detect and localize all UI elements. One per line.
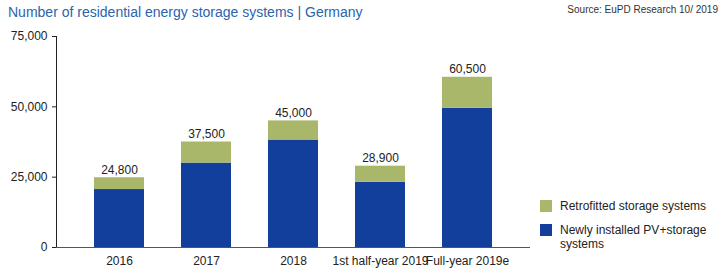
html-text:Source: EuPD Research 10/ 2019: Source: EuPD Research 10/ 2019	[567, 4, 718, 15]
html-text:Retrofitted storage systems: Retrofitted storage systems	[560, 199, 707, 213]
svg-text:37,500: 37,500	[188, 127, 225, 141]
svg-text:45,000: 45,000	[275, 106, 312, 120]
svg-text:Full-year 2019e: Full-year 2019e	[426, 254, 510, 268]
svg-text:50,000: 50,000	[11, 100, 48, 114]
svg-text:28,900: 28,900	[362, 151, 399, 165]
svg-text:25,000: 25,000	[11, 170, 48, 184]
svg-text:24,800: 24,800	[101, 163, 138, 177]
svg-text:75,000: 75,000	[11, 29, 48, 43]
svg-text:2017: 2017	[193, 254, 220, 268]
svg-text:0: 0	[41, 240, 48, 254]
svg-text:60,500: 60,500	[449, 62, 486, 76]
svg-text:2018: 2018	[280, 254, 307, 268]
svg-text:1st half-year 2019: 1st half-year 2019	[332, 254, 428, 268]
html-text:Number of residential energy s: Number of residential energy storage sys…	[8, 4, 363, 20]
html-text:Newly installed PV+storage sys: Newly installed PV+storage systems	[560, 223, 707, 251]
svg-text:2016: 2016	[106, 254, 133, 268]
